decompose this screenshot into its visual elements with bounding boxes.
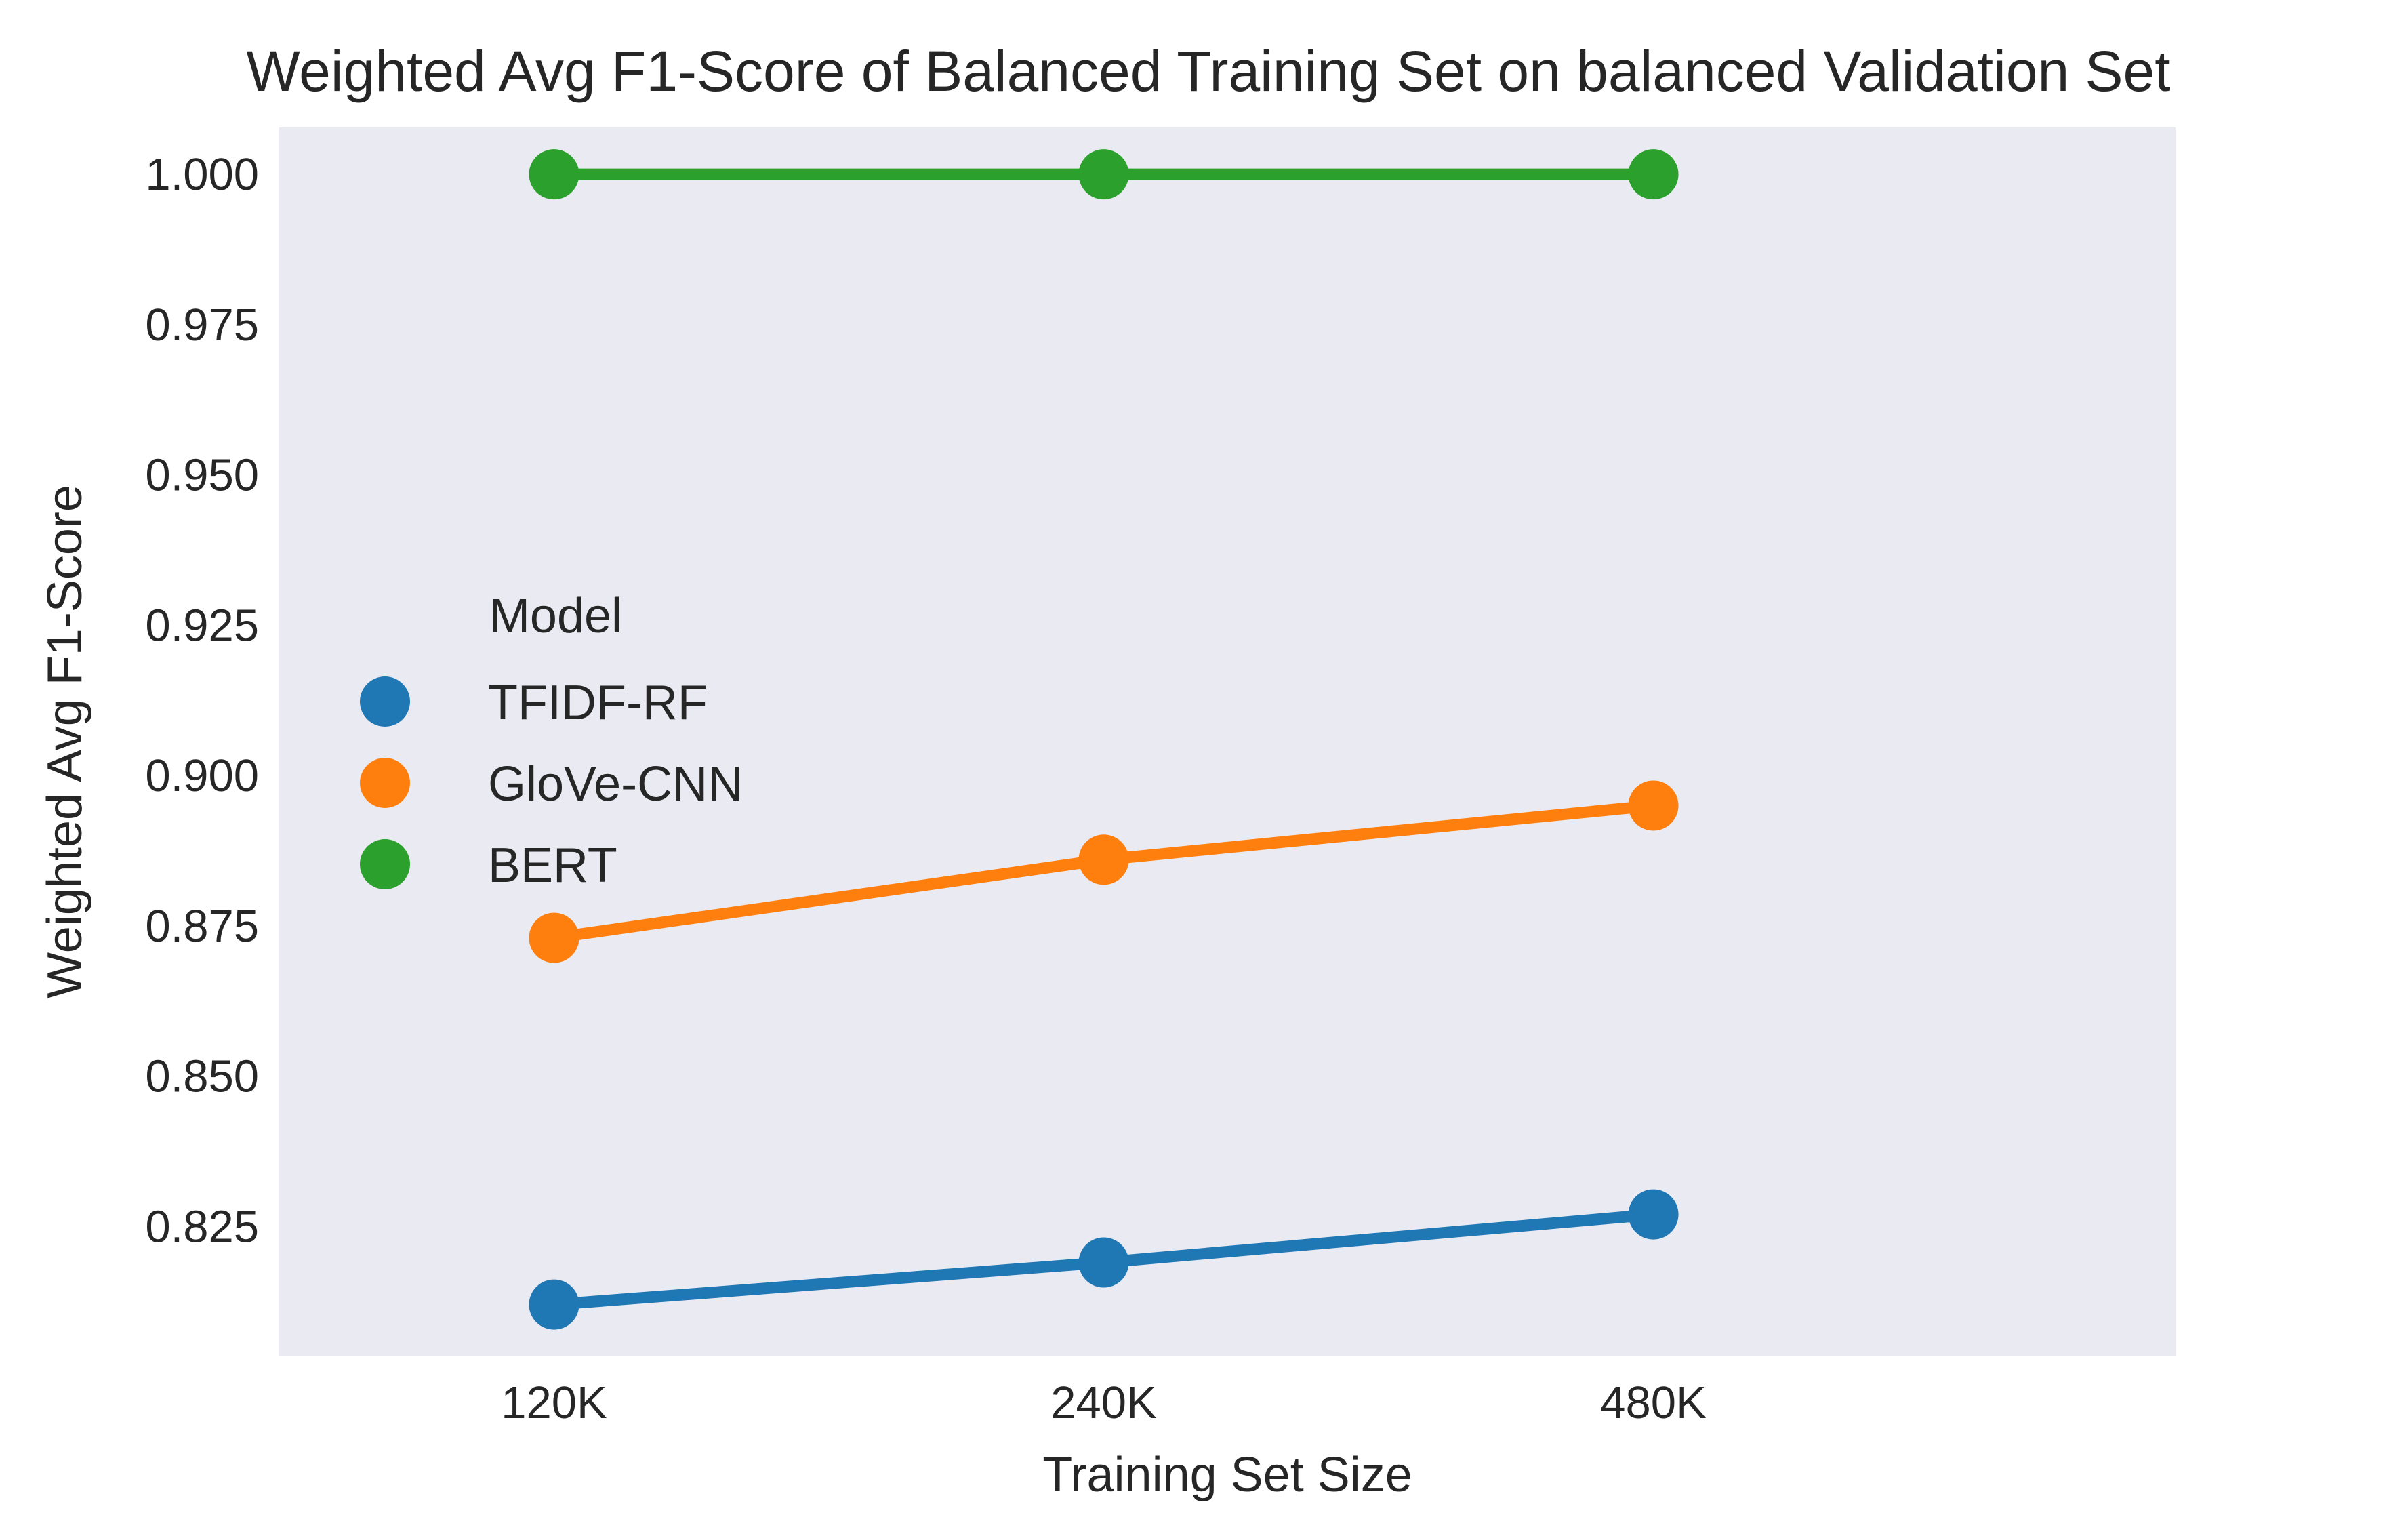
y-tick-label: 0.850 [145,1051,259,1102]
y-axis-label: Weighted Avg F1-Score [38,485,92,998]
y-tick-label: 0.975 [145,300,259,350]
legend: Model TFIDF-RF GloVe-CNN BERT [360,589,743,893]
data-point [1628,780,1679,831]
series-bert [529,149,1679,200]
data-point [529,912,579,963]
data-point [1078,1237,1129,1288]
x-tick-label: 240K [1050,1377,1156,1428]
data-point [1078,834,1129,885]
legend-marker [360,758,410,808]
y-tick-label: 0.875 [145,901,259,952]
data-point [1628,149,1679,200]
x-tick-label: 120K [501,1377,607,1428]
y-tick-label: 0.950 [145,450,259,501]
y-tick-label: 0.825 [145,1201,259,1252]
legend-label: BERT [488,838,617,893]
y-tick-label: 0.925 [145,600,259,651]
x-tick-label: 480K [1600,1377,1706,1428]
legend-label: TFIDF-RF [488,676,708,730]
series-glove-cnn [529,780,1679,963]
y-tick-label: 0.900 [145,750,259,801]
data-point [1628,1189,1679,1240]
series-tfidf-rf [529,1189,1679,1330]
series-layer [529,149,1679,1330]
y-tick-labels: 0.825 0.850 0.875 0.900 0.925 0.950 0.975 1.000 [145,149,259,1252]
legend-marker [360,676,410,727]
legend-label: GloVe-CNN [488,757,743,811]
data-point [1078,149,1129,200]
chart-title: Weighted Avg F1-Score of Balanced Traini… [246,39,2170,103]
x-axis-label: Training Set Size [1042,1448,1412,1502]
legend-title: Model [489,589,622,643]
data-point [529,149,579,200]
x-tick-labels: 120K 240K 480K [501,1377,1707,1428]
plot-area [279,127,2176,1356]
legend-marker [360,839,410,889]
data-point [529,1279,579,1330]
y-tick-label: 1.000 [145,149,259,200]
